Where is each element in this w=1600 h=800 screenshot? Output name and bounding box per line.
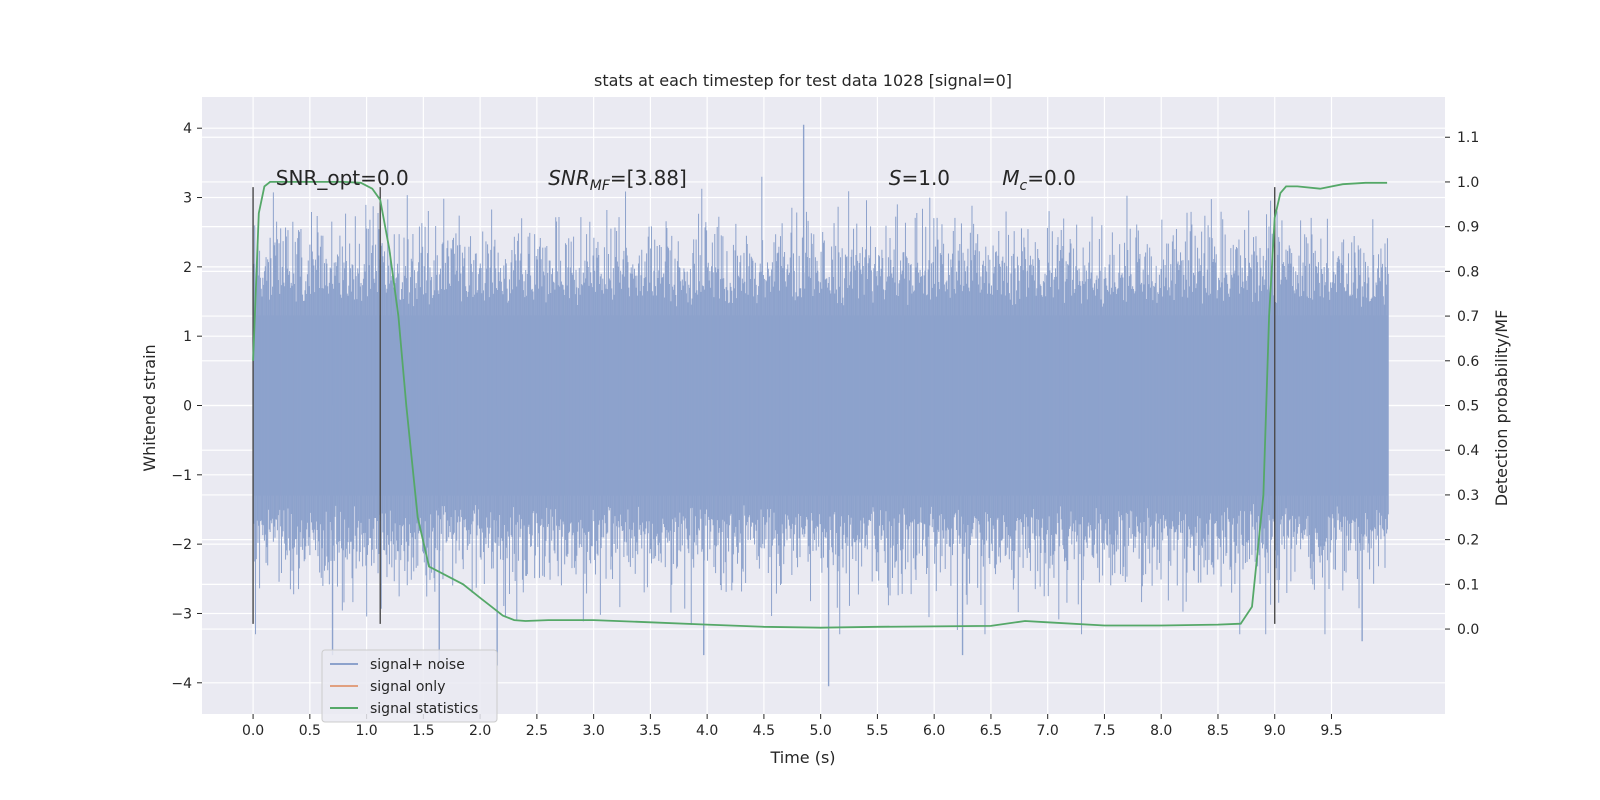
y2-axis-label: Detection probability/MF [1492, 310, 1511, 507]
y2-tick-label: 1.1 [1457, 130, 1479, 146]
x-tick-label: 5.0 [810, 723, 832, 739]
annotation: SNRMF=[3.88] [548, 166, 687, 194]
legend-entry: signal+ noise [370, 657, 465, 673]
x-axis-ticks: 0.0 0.5 1.0 1.5 2.0 2.5 3.0 3.5 4.0 4.5 5.0 5.5 6.0 6… [242, 714, 1343, 739]
legend-entry: signal statistics [370, 701, 478, 717]
signal-noise-series [252, 124, 1389, 687]
x-tick-label: 9.5 [1320, 723, 1342, 739]
y-tick-label: −3 [171, 606, 192, 622]
y2-tick-label: 0.6 [1457, 354, 1479, 370]
legend-box [321, 649, 498, 723]
y-tick-label: 4 [183, 121, 192, 137]
y-tick-label: 2 [183, 260, 192, 276]
y2-tick-label: 0.0 [1457, 622, 1479, 638]
x-tick-label: 0.5 [299, 723, 321, 739]
x-tick-label: 4.5 [753, 723, 775, 739]
y-tick-label: −4 [171, 676, 192, 692]
x-tick-label: 3.0 [582, 723, 604, 739]
x-tick-label: 1.5 [412, 723, 434, 739]
y2-tick-label: 0.9 [1457, 220, 1479, 236]
y-tick-label: 3 [183, 191, 192, 207]
y2-axis-ticks: 0.0 0.1 0.2 0.3 0.4 0.5 0.6 0.7 0.8 0.9 1.0 1.1 [1445, 130, 1479, 638]
y-axis-ticks: −4 −3 −2 −1 0 1 2 3 4 [171, 121, 202, 692]
signal-statistics-line [252, 181, 1388, 629]
x-tick-label: 0.0 [242, 723, 264, 739]
y2-tick-label: 0.3 [1457, 488, 1479, 504]
annotation: Mc=0.0 [1002, 166, 1076, 194]
y2-tick-label: 0.2 [1457, 533, 1479, 549]
legend-entry: signal only [370, 679, 445, 695]
legend: signal+ noise signal only signal statistic… [321, 649, 498, 723]
y-tick-label: 0 [183, 399, 192, 415]
y2-tick-label: 0.8 [1457, 264, 1479, 280]
chart-title: stats at each timestep for test data 102… [594, 71, 1012, 90]
x-tick-label: 8.0 [1150, 723, 1172, 739]
annotation: S=1.0 [889, 166, 950, 190]
x-tick-label: 6.5 [980, 723, 1002, 739]
y2-tick-label: 1.0 [1457, 175, 1479, 191]
x-axis-label: Time (s) [769, 748, 835, 767]
y2-tick-label: 0.5 [1457, 399, 1479, 415]
y-axis-label: Whitened strain [140, 344, 159, 471]
x-tick-label: 7.5 [1093, 723, 1115, 739]
x-tick-label: 3.5 [639, 723, 661, 739]
vertical-markers [252, 187, 1276, 624]
annotation: SNR_opt=0.0 [276, 166, 409, 190]
y-tick-label: −2 [171, 537, 192, 553]
x-tick-label: 1.0 [355, 723, 377, 739]
x-tick-label: 8.5 [1207, 723, 1229, 739]
x-tick-label: 7.0 [1037, 723, 1059, 739]
y-tick-label: −1 [171, 468, 192, 484]
y2-tick-label: 0.7 [1457, 309, 1479, 325]
x-tick-label: 2.0 [469, 723, 491, 739]
y2-tick-label: 0.1 [1457, 577, 1479, 593]
x-tick-label: 9.0 [1264, 723, 1286, 739]
y2-tick-label: 0.4 [1457, 443, 1479, 459]
annotations: SNR_opt=0.0 SNRMF=[3.88] S=1.0 Mc=0.0 [276, 166, 1076, 194]
x-tick-label: 2.5 [526, 723, 548, 739]
y-tick-label: 1 [183, 329, 192, 345]
x-tick-label: 6.0 [923, 723, 945, 739]
x-tick-label: 4.0 [696, 723, 718, 739]
x-tick-label: 5.5 [866, 723, 888, 739]
